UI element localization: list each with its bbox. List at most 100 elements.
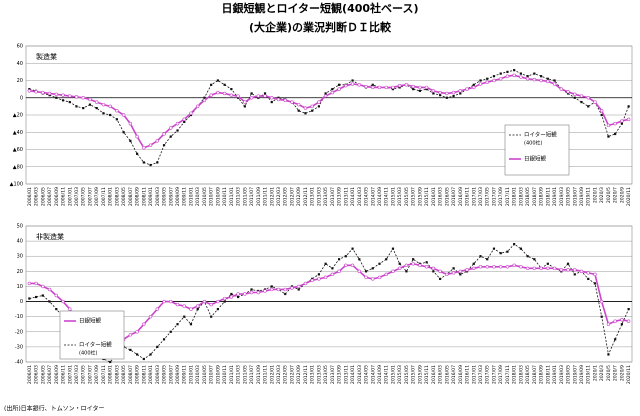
x-tick-label: 2008/11 [141,187,147,206]
x-tick-label: 2019/01 [552,365,558,384]
x-tick-label: 2020/5 [606,365,612,381]
y-tick-label: -10 [15,314,23,320]
point [102,112,105,115]
point [290,286,294,290]
point [613,121,617,126]
point [486,77,489,80]
point [492,75,496,78]
point [149,163,152,167]
point [533,72,536,75]
point [162,338,166,341]
point [513,243,516,246]
point [223,83,226,86]
x-tick-label: 2018/07 [532,187,538,206]
point [182,304,186,308]
point [452,94,455,98]
point [142,322,146,326]
point [519,265,523,269]
point [526,75,529,78]
point [351,247,354,250]
x-tick-label: 2012/09 [296,187,302,206]
point [519,72,522,75]
point [411,262,415,266]
point [546,262,549,265]
x-tick-label: 2010/11 [222,187,228,206]
x-tick-label: 2011/11 [263,187,269,206]
point [606,123,611,128]
point [371,277,375,281]
x-tick-label: 2009/11 [182,187,188,206]
point [142,146,146,150]
point [391,269,395,274]
point [364,84,368,89]
point [371,83,374,86]
x-tick-label: 2018/09 [539,187,545,206]
x-tick-label: 2013/09 [337,187,343,206]
point [438,269,442,274]
point [337,87,341,91]
x-tick-label: 2019/09 [579,187,585,206]
x-tick-label: 2015/01 [390,365,396,384]
x-tick-label: 2018/05 [525,187,531,206]
point [357,269,361,274]
x-tick-label: 2017/11 [505,187,511,206]
point [398,83,402,88]
x-tick-label: 2015/05 [404,187,410,206]
x-tick-label: 2009/07 [168,187,174,206]
point [614,338,617,341]
point [317,277,321,281]
point [432,92,435,95]
x-tick-label: 2008/05 [121,365,127,384]
point [579,269,584,274]
y-tick-label: 30 [17,254,23,260]
point [385,258,388,261]
point [593,272,597,277]
x-tick-label: 2009/01 [148,365,154,384]
point [263,289,267,293]
point [350,82,355,86]
point [606,322,611,326]
point [216,308,219,311]
source: (出所)日本銀行、トムソン・ロイター [4,405,104,413]
point [216,299,220,304]
point [439,94,442,97]
point [593,100,597,104]
x-tick-label: 2010/07 [209,365,215,384]
point [222,296,227,301]
point [377,275,382,280]
point [566,262,570,265]
point [249,96,254,100]
x-tick-label: 2009/01 [148,187,154,206]
x-tick-label: 2019/01 [552,187,558,206]
point [478,82,483,86]
point [122,131,125,134]
point [61,93,65,97]
y-tick-label: 20 [17,78,23,84]
x-tick-label: 2020/11 [626,365,632,384]
point [109,113,112,117]
x-tick-label: 2017/01 [471,365,477,384]
point [627,105,630,108]
point [196,104,200,109]
point [499,265,503,269]
point [47,287,52,292]
x-tick-label: 2020/3 [599,365,605,381]
point [175,302,180,307]
point [425,88,428,91]
legend-label: ロイター短観 [524,131,557,139]
x-tick-label: 2020/9 [619,187,625,203]
point [81,96,85,100]
x-tick-label: 2016/03 [438,365,444,384]
point [136,152,139,155]
x-tick-label: 2015/01 [390,187,396,206]
point [519,247,522,250]
point [189,307,193,311]
x-tick-label: 2019/05 [566,365,572,384]
point [552,82,557,86]
point [223,300,226,303]
point [263,94,267,98]
x-tick-label: 2007/05 [81,365,87,384]
x-tick-label: 2013/01 [310,365,316,384]
point [129,348,132,352]
